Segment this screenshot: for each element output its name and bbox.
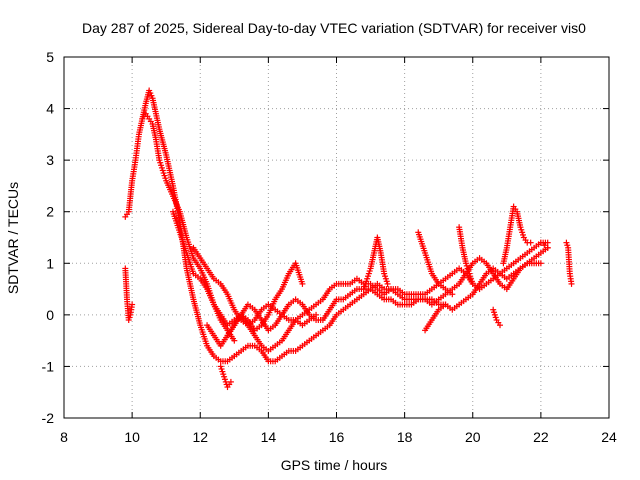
data-series-spike-20 (490, 306, 503, 329)
x-tick-label: 20 (465, 429, 481, 445)
y-tick-label: 1 (46, 255, 54, 271)
data-series-end-23 (563, 239, 575, 287)
x-tick-label: 12 (192, 429, 208, 445)
y-tick-label: 2 (46, 204, 54, 220)
data-point (231, 337, 238, 344)
data-point (544, 244, 551, 251)
x-tick-label: 18 (397, 429, 413, 445)
data-point (227, 378, 234, 385)
data-point (537, 260, 544, 267)
data-point (497, 322, 503, 329)
x-axis-label: GPS time / hours (281, 457, 388, 473)
data-series-dip-12 (217, 363, 234, 391)
data-series-track-6 (170, 208, 306, 334)
y-tick-label: -1 (42, 358, 55, 374)
x-tick-label: 8 (60, 429, 68, 445)
y-tick-label: 4 (46, 101, 54, 117)
data-series-track-7 (190, 244, 320, 329)
data-point (537, 239, 544, 246)
data-point (299, 280, 306, 287)
x-tick-label: 22 (533, 429, 549, 445)
x-tick-label: 16 (329, 429, 345, 445)
x-tick-label: 10 (124, 429, 140, 445)
data-point (313, 311, 320, 318)
data-point (384, 280, 391, 287)
grid-lines (64, 57, 609, 418)
data-point (527, 239, 534, 246)
x-tick-label: 24 (601, 429, 617, 445)
data-point (568, 280, 575, 287)
y-axis-label: SDTVAR / TECUs (5, 182, 21, 294)
data-series-spike-17 (360, 234, 391, 293)
x-tick-label: 14 (261, 429, 277, 445)
y-tick-label: 3 (46, 152, 54, 168)
data-series-spike-19 (422, 301, 449, 334)
y-tick-label: -2 (42, 410, 55, 426)
data-point (129, 301, 136, 308)
y-tick-label: 5 (46, 49, 54, 65)
data-point (449, 291, 456, 298)
data-series-spike-18 (415, 229, 456, 298)
data-point (544, 239, 551, 246)
data-points (122, 87, 575, 391)
data-series-spike-19b (456, 224, 476, 287)
y-tick-label: 0 (46, 307, 54, 323)
data-series-spike-22 (537, 239, 551, 251)
chart-title: Day 287 of 2025, Sidereal Day-to-day VTE… (82, 20, 586, 36)
data-point (541, 242, 548, 249)
data-series-start-10 (122, 265, 136, 324)
data-point (442, 301, 449, 308)
data-series-spike-21 (500, 203, 534, 267)
data-point (469, 280, 476, 287)
